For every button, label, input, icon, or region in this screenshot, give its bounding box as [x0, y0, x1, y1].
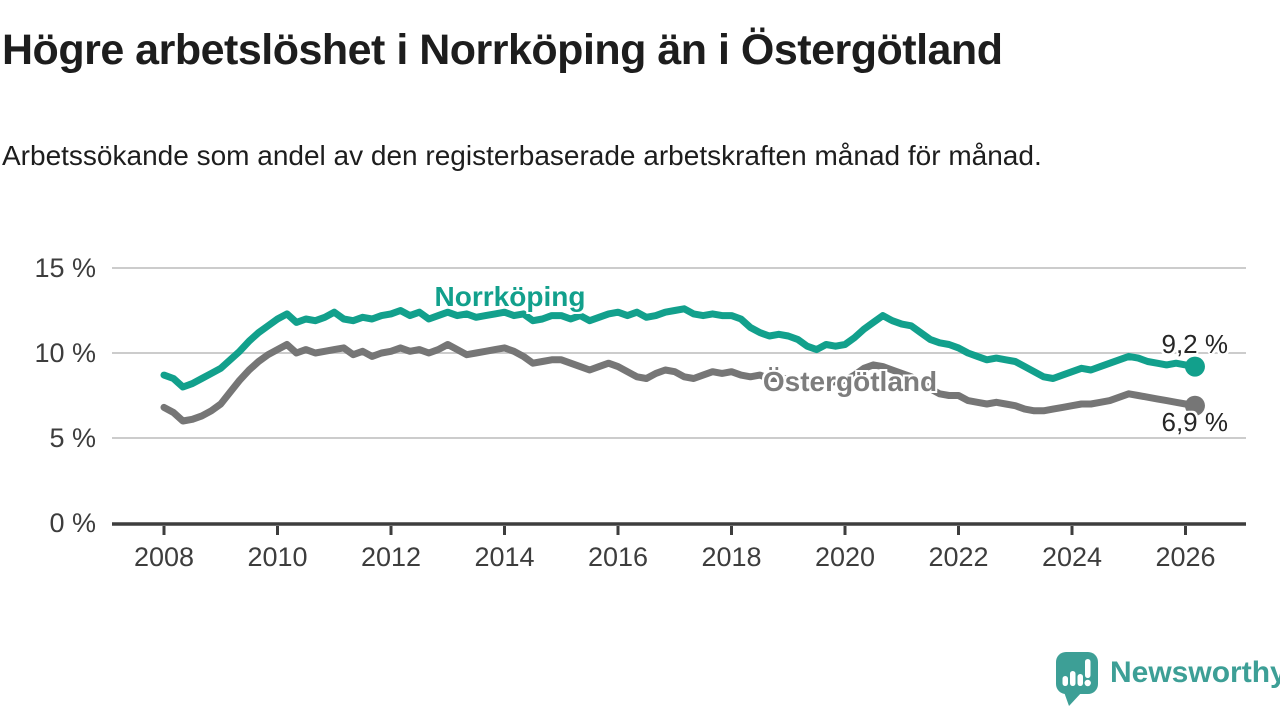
svg-text:2008: 2008 [134, 542, 194, 572]
series-label-norrkoping: Norrköping [434, 281, 586, 312]
newsworthy-logo-icon [1056, 652, 1098, 706]
svg-text:2010: 2010 [247, 542, 307, 572]
svg-text:2012: 2012 [361, 542, 421, 572]
svg-text:10 %: 10 % [34, 338, 96, 368]
svg-text:5 %: 5 % [49, 423, 96, 453]
end-value-norrkoping: 9,2 % [1161, 329, 1229, 359]
svg-text:2016: 2016 [588, 542, 648, 572]
svg-text:2020: 2020 [815, 542, 875, 572]
page-subtitle: Arbetssökande som andel av den registerb… [2, 140, 1042, 171]
svg-text:2024: 2024 [1042, 542, 1102, 572]
svg-text:2022: 2022 [928, 542, 988, 572]
series-label-ostergotland: Östergötland [762, 366, 938, 397]
newsworthy-brand: Newsworthy [1054, 650, 1280, 708]
svg-text:2026: 2026 [1155, 542, 1215, 572]
page-title: Högre arbetslöshet i Norrköping än i Öst… [2, 26, 1003, 74]
end-value-ostergotland: 6,9 % [1161, 407, 1229, 437]
line-chart-canvas: 15 % 10 % 5 % 0 % 2008 2010 2012 2014 2016 2018 20… [34, 253, 1246, 572]
svg-text:15 %: 15 % [34, 253, 96, 283]
brand-name: Newsworthy [1110, 656, 1280, 689]
svg-text:2018: 2018 [701, 542, 761, 572]
svg-text:0 %: 0 % [49, 508, 96, 538]
svg-text:2014: 2014 [474, 542, 534, 572]
